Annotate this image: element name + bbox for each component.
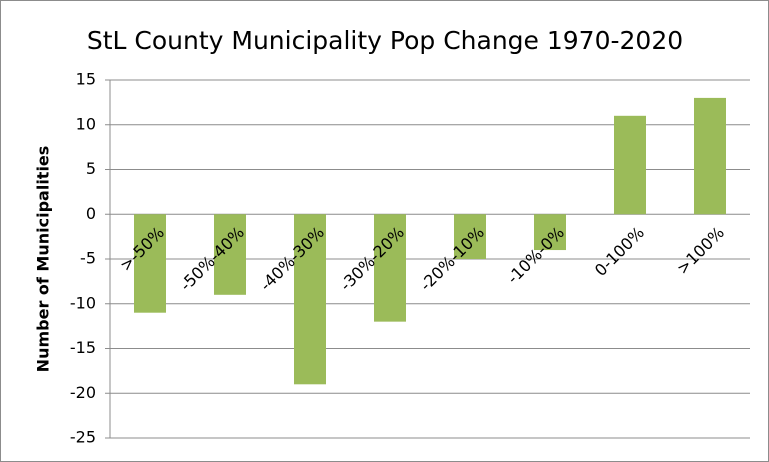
bar [294, 214, 326, 385]
bar [454, 214, 486, 259]
y-tick-label: 10 [76, 114, 96, 133]
chart-title: StL County Municipality Pop Change 1970-… [87, 26, 683, 55]
y-tick-label: 0 [86, 204, 96, 223]
y-tick-label: 15 [76, 70, 96, 89]
y-axis-label: Number of Municipalities [34, 146, 53, 373]
y-tick-label: -15 [70, 338, 96, 357]
bar [534, 214, 566, 251]
bar [374, 214, 406, 322]
y-tick-label: -5 [80, 249, 96, 268]
y-tick-label: -20 [70, 383, 96, 402]
bar [214, 214, 246, 295]
y-tick-label: 5 [86, 159, 96, 178]
bar [614, 115, 646, 215]
y-tick-label: -10 [70, 293, 96, 312]
bar [134, 214, 166, 313]
bar [694, 97, 726, 215]
y-tick-label: -25 [70, 428, 96, 447]
